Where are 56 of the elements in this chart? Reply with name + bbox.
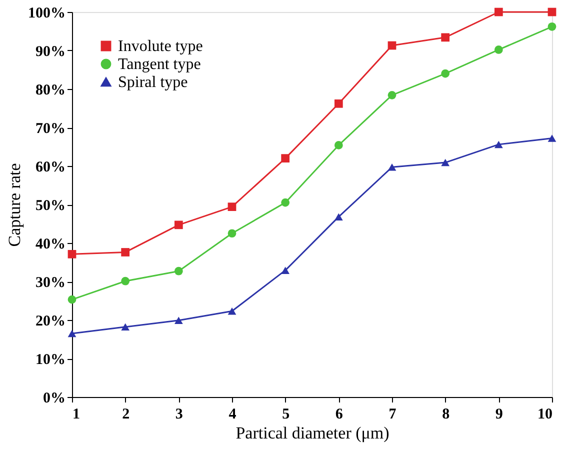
point: [334, 141, 343, 150]
point: [548, 134, 556, 142]
y-tick-label: 80%: [36, 82, 66, 98]
point: [228, 229, 236, 238]
point: [174, 220, 183, 230]
x-tick-label: 3: [175, 406, 183, 422]
point: [494, 140, 503, 148]
point: [68, 250, 76, 258]
point: [121, 276, 130, 286]
point: [174, 316, 183, 324]
y-tick-label: 30%: [36, 275, 66, 291]
y-tick-label: 0%: [43, 390, 66, 406]
legend-label: Tangent type: [118, 56, 201, 73]
y-tick-label: 20%: [36, 314, 66, 330]
point: [441, 33, 450, 42]
x-tick-label: 6: [335, 406, 344, 422]
x-tick-label: 8: [442, 406, 450, 422]
point: [441, 158, 450, 166]
point: [228, 202, 236, 211]
y-tick-label: 50%: [36, 198, 66, 214]
x-tick-label: 10: [538, 406, 552, 422]
point: [68, 295, 76, 304]
point: [281, 198, 290, 207]
y-axis-title: Capture rate: [5, 163, 24, 247]
point: [548, 22, 556, 31]
point: [121, 323, 130, 331]
y-tick-label: 10%: [36, 352, 66, 368]
y-tick-label: 100%: [28, 6, 66, 22]
x-axis-title: Partical diameter (μm): [236, 424, 390, 442]
y-tick-label: 70%: [36, 121, 66, 137]
legend-label: Involute type: [118, 38, 203, 55]
y-tick-label: 40%: [36, 236, 66, 252]
legend-label: Spiral type: [118, 74, 188, 91]
point: [281, 154, 290, 162]
x-tick-label: 4: [228, 406, 237, 422]
point: [388, 41, 396, 50]
point: [548, 8, 556, 16]
point: [68, 330, 76, 338]
x-tick-label: 7: [388, 406, 397, 422]
point: [441, 69, 450, 78]
point: [174, 266, 183, 276]
y-tick-label: 60%: [36, 160, 66, 176]
x-tick-label: 1: [72, 406, 80, 422]
x-tick-label: 2: [122, 406, 130, 422]
point: [494, 8, 503, 16]
point: [494, 46, 503, 54]
y-tick-label: 90%: [36, 44, 66, 60]
point: [334, 99, 343, 108]
point: [281, 266, 290, 274]
x-tick-label: 9: [495, 406, 503, 422]
point: [121, 248, 130, 256]
x-tick-label: 5: [282, 406, 290, 422]
point: [228, 308, 236, 315]
point: [388, 90, 396, 100]
point: [334, 213, 343, 220]
point: [388, 164, 396, 171]
